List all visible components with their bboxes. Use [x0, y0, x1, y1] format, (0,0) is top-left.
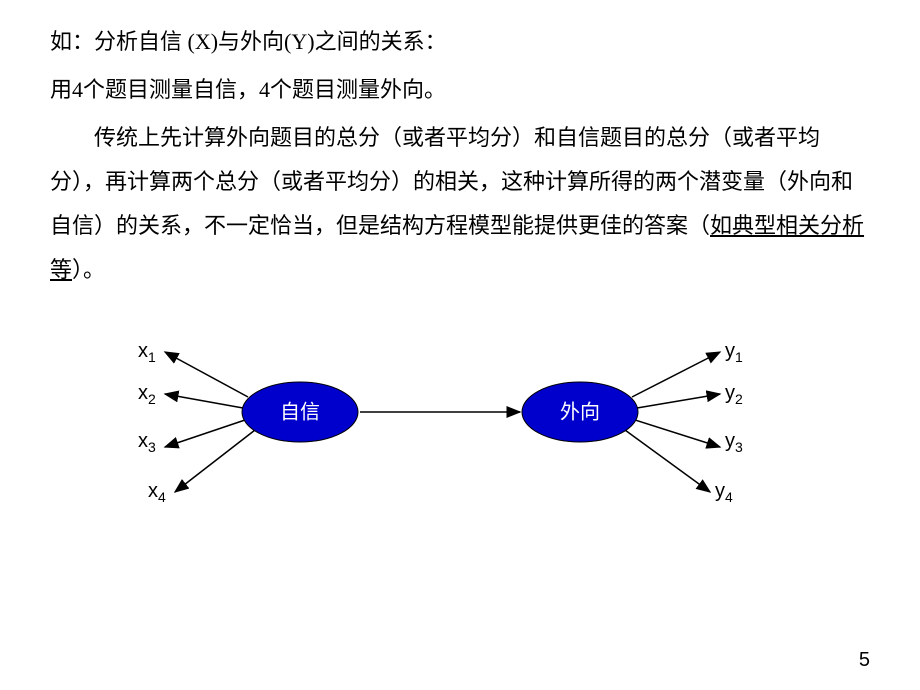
obs-label-x: x3 — [138, 430, 156, 455]
paragraph-main: 传统上先计算外向题目的总分（或者平均分）和自信题目的总分（或者平均分），再计算两… — [50, 116, 870, 292]
svg-text:自信: 自信 — [280, 401, 320, 424]
obs-label-x: x1 — [138, 340, 156, 365]
obs-label-y: y1 — [725, 340, 743, 365]
diagram-svg: 自信 外向 — [50, 312, 870, 542]
obs-label-x: x2 — [138, 382, 156, 407]
svg-text:外向: 外向 — [560, 401, 600, 424]
obs-label-y: y4 — [715, 480, 733, 505]
line-1: 如：分析自信 (X)与外向(Y)之间的关系： — [50, 20, 870, 64]
obs-label-y: y2 — [725, 382, 743, 407]
sem-diagram: 自信 外向 x1 x2 x3 x4 y1 y2 y3 y4 — [50, 312, 870, 542]
para-part-b: ）。 — [72, 257, 105, 282]
page-number: 5 — [859, 649, 870, 672]
obs-label-y: y3 — [725, 430, 743, 455]
line-2: 用4个题目测量自信，4个题目测量外向。 — [50, 68, 870, 112]
obs-label-x: x4 — [148, 480, 166, 505]
text-content: 如：分析自信 (X)与外向(Y)之间的关系： 用4个题目测量自信，4个题目测量外… — [0, 0, 920, 292]
